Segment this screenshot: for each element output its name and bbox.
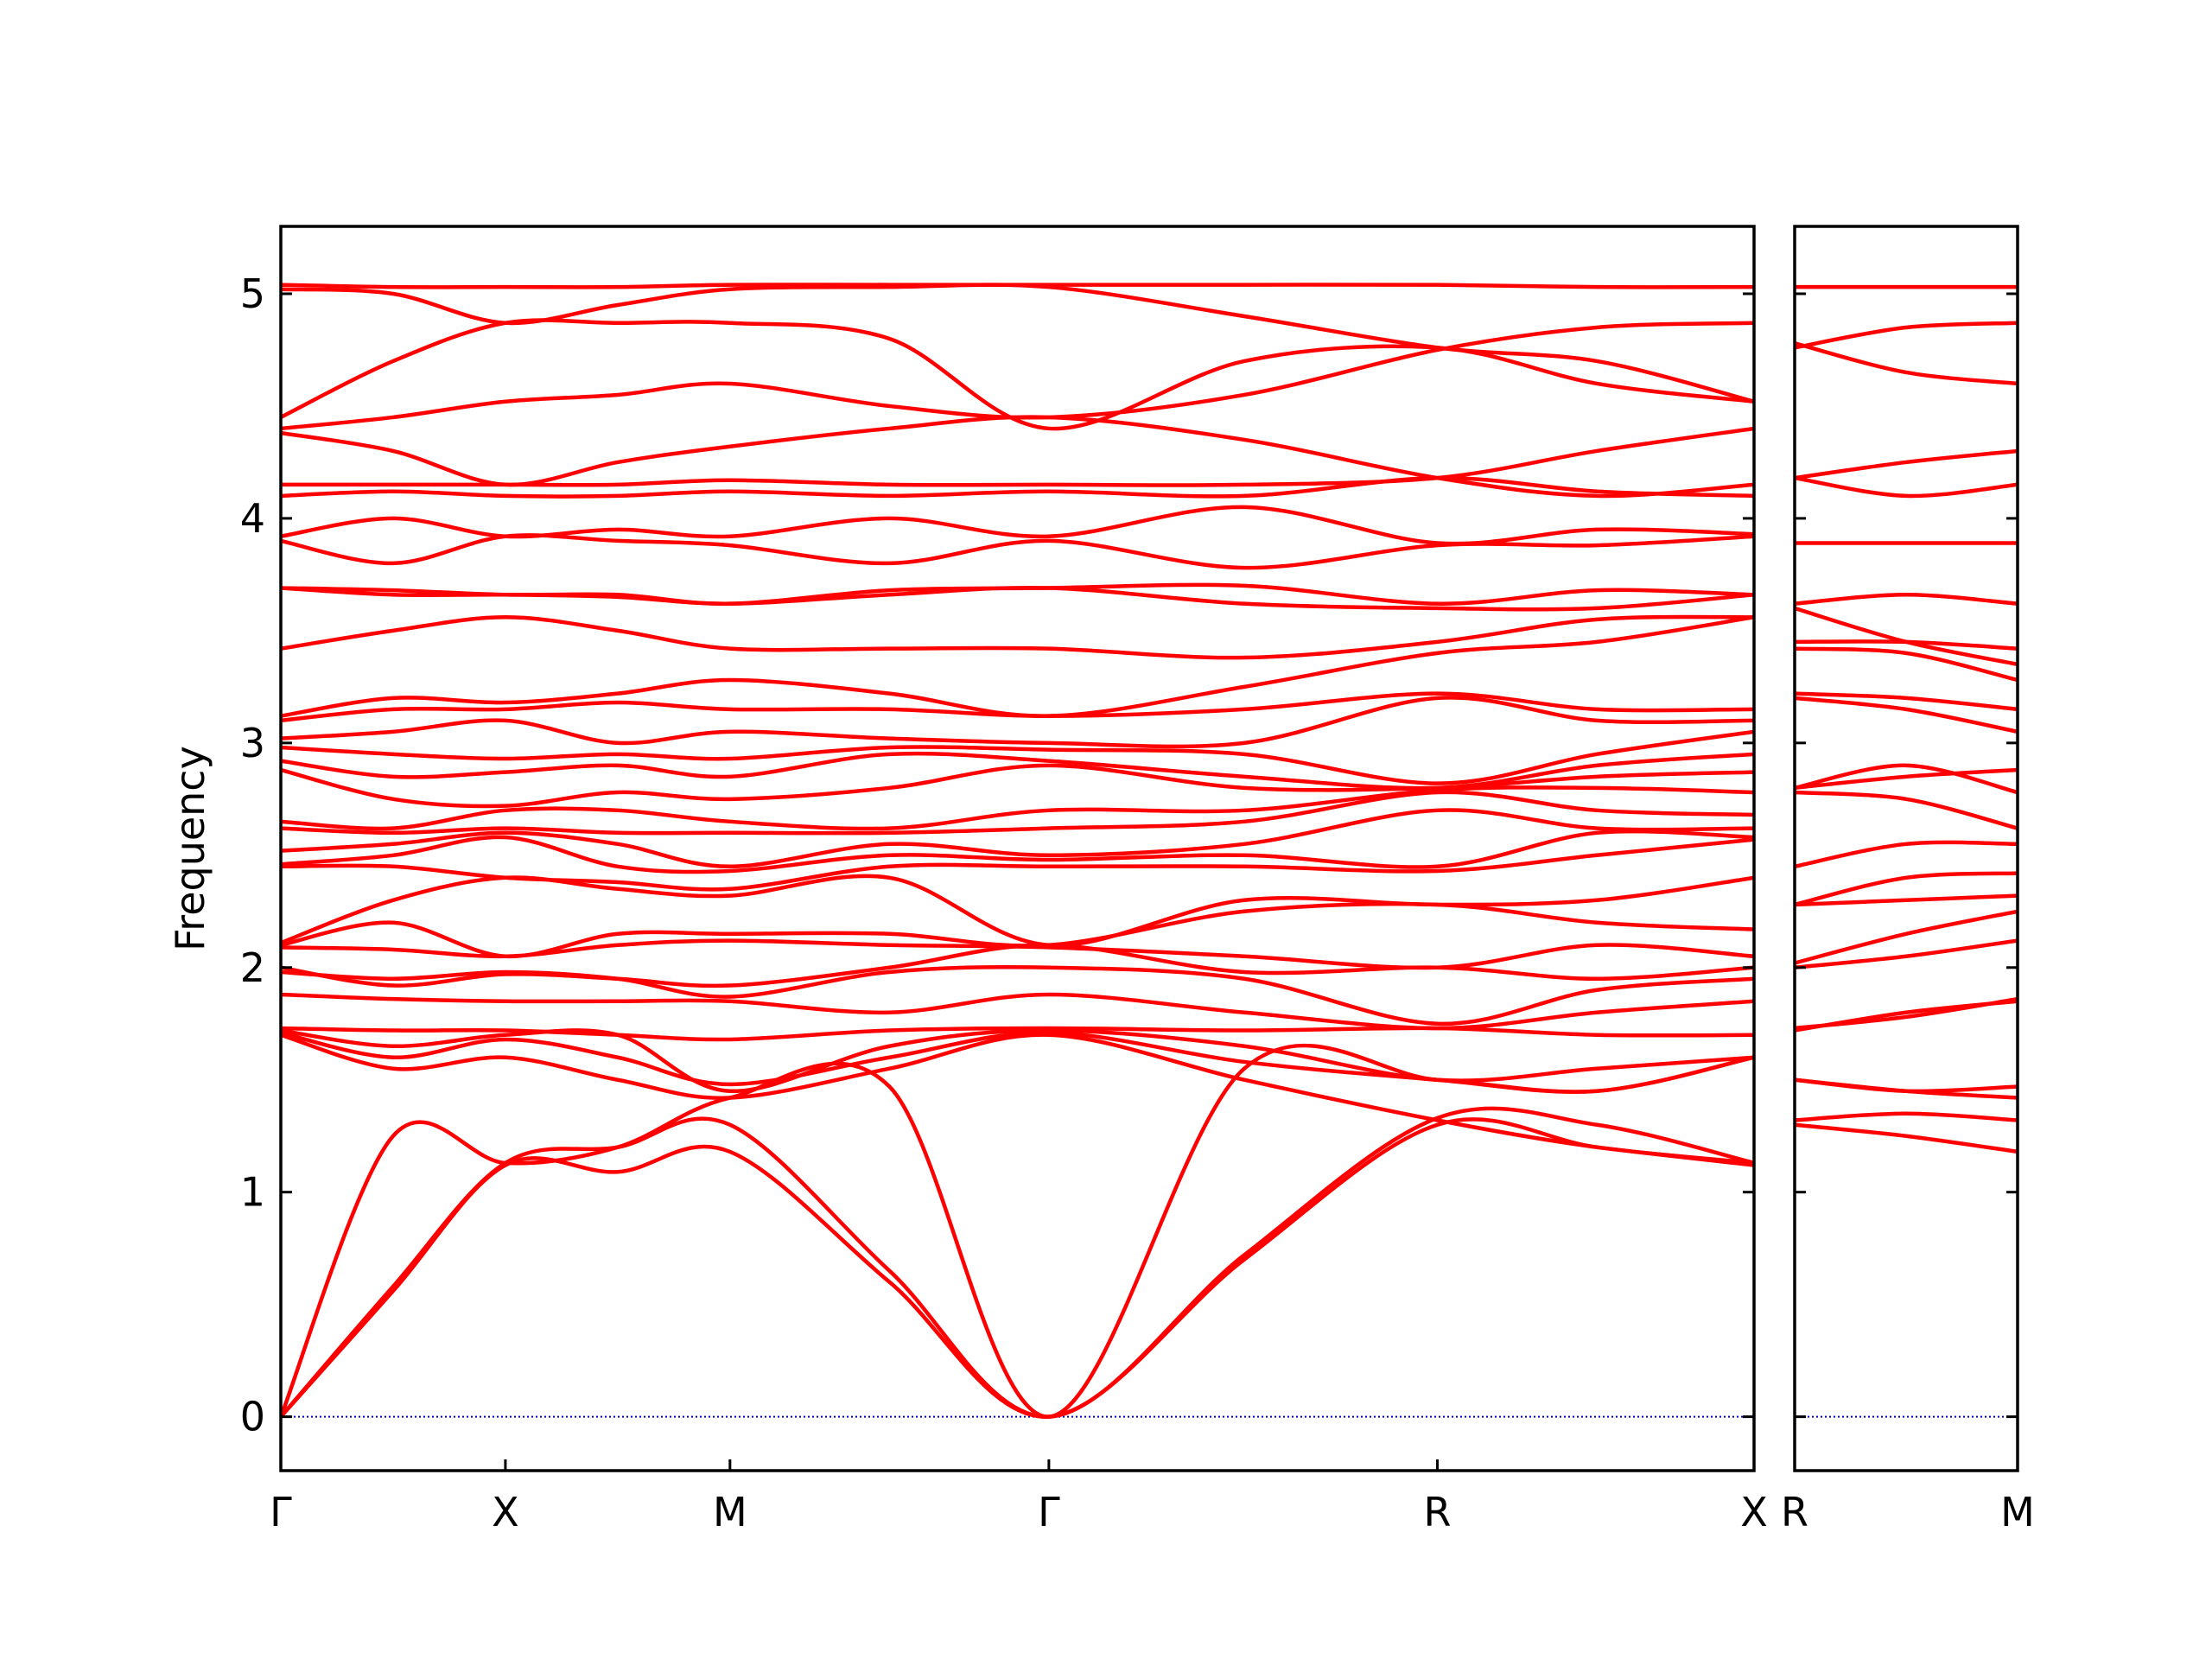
band-line (281, 533, 1754, 570)
band-line (1795, 593, 2018, 606)
band-line (281, 729, 1754, 785)
band-line (281, 426, 1754, 487)
band-line (1795, 996, 2018, 1031)
y-tick-label: 5 (240, 270, 265, 317)
y-tick-label: 3 (240, 720, 265, 766)
band-line (281, 964, 1754, 1026)
band-line (281, 614, 1754, 660)
band-line (1795, 475, 2018, 499)
band-line (281, 318, 1754, 431)
axes-frame (279, 225, 1756, 1472)
band-line (281, 943, 1754, 988)
band-line (1795, 938, 2018, 969)
band-line (281, 615, 1754, 718)
x-tick-label: M (713, 1489, 747, 1535)
plot-area (281, 283, 1754, 1419)
band-line (1795, 893, 2018, 907)
panel: 0 1 2 3 4 5 Γ X M Γ R X Frequency (167, 225, 1768, 1535)
band-line (281, 1026, 1754, 1042)
band-line (1795, 790, 2018, 830)
band-line (281, 1028, 1754, 1093)
band-line (281, 790, 1754, 836)
band-line (281, 1033, 1754, 1166)
x-tick-label: Γ (1038, 1489, 1060, 1535)
x-tick-label: R (1781, 1489, 1808, 1535)
band-line (281, 1030, 1754, 1094)
band-line (1795, 646, 2018, 683)
band-line (281, 283, 1754, 289)
band-line (281, 475, 1754, 499)
band-line (1795, 321, 2018, 350)
axes-frame (1793, 225, 2019, 1472)
y-axis-label: Frequency (167, 746, 213, 951)
band-line (1795, 763, 2018, 795)
band-line (1795, 606, 2018, 667)
band-line (281, 582, 1754, 606)
y-tick-label: 2 (240, 944, 265, 991)
band-line (1795, 767, 2018, 791)
band-line (281, 321, 1754, 431)
x-tick-label: X (1740, 1489, 1768, 1535)
band-line (281, 696, 1754, 749)
band-line (281, 505, 1754, 546)
band-line (281, 837, 1754, 892)
band-line (1795, 840, 2018, 868)
band-line (1795, 1077, 2018, 1094)
band-line (1795, 448, 2018, 480)
x-tick-label: Γ (270, 1489, 292, 1535)
band-line (281, 1106, 1754, 1419)
band-line (281, 585, 1754, 612)
y-tick-label: 0 (240, 1394, 265, 1440)
y-tick-label: 4 (240, 495, 265, 542)
band-line (281, 874, 1754, 948)
band-line (1795, 340, 2018, 386)
band-line (1795, 696, 2018, 734)
plot-area (1795, 284, 2018, 1418)
band-line (281, 751, 1754, 791)
band-line (1795, 1111, 2018, 1122)
band-line (281, 992, 1754, 1031)
y-tick-label: 1 (240, 1169, 265, 1216)
band-line (281, 901, 1754, 959)
band-line (281, 1043, 1754, 1419)
band-line (1795, 871, 2018, 907)
x-tick-label: R (1424, 1489, 1452, 1535)
band-line (281, 691, 1754, 723)
x-tick-label: M (2000, 1489, 2035, 1535)
band-line (1795, 691, 2018, 712)
band-line (281, 785, 1754, 831)
band-line (1795, 909, 2018, 965)
band-line (281, 763, 1754, 809)
band-line (281, 808, 1754, 869)
band-line (281, 415, 1754, 499)
band-line (281, 283, 1754, 404)
band-line (281, 829, 1754, 874)
band-line (1795, 1122, 2018, 1154)
x-tick-label: X (492, 1489, 519, 1535)
